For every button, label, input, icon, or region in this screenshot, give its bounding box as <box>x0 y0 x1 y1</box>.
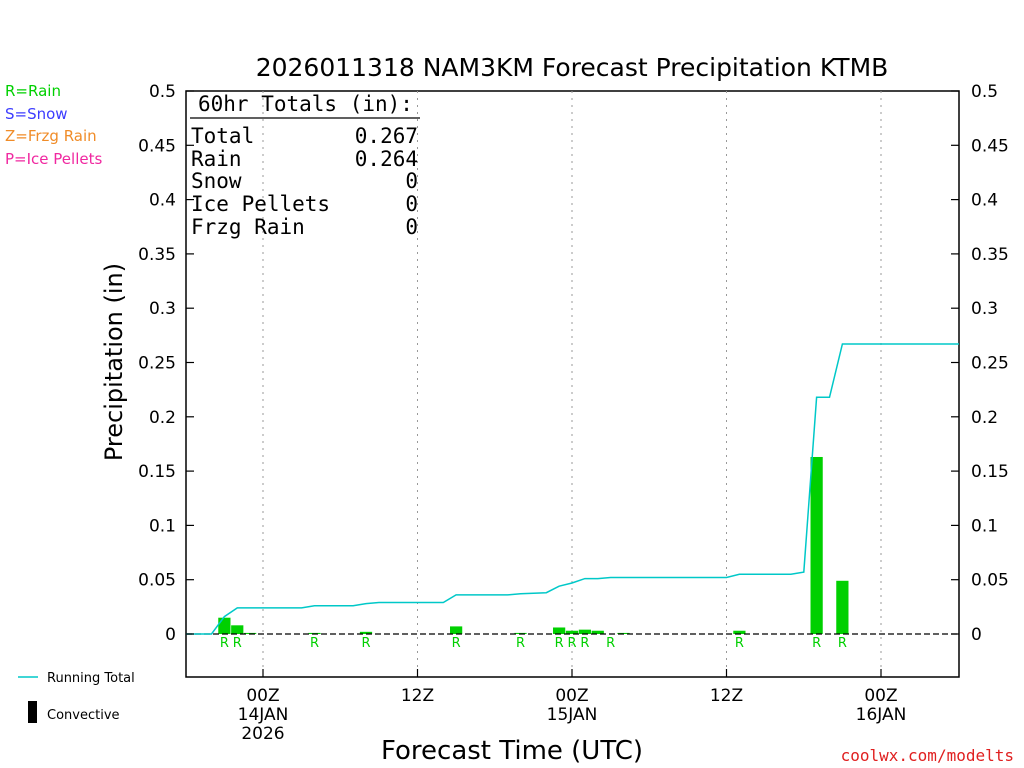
precip-bar <box>359 631 373 634</box>
x-tick-date: 16JAN <box>856 705 907 725</box>
y-axis-label: Precipitation (in) <box>100 263 128 461</box>
precip-bar <box>231 625 244 634</box>
precip-bars <box>218 456 849 634</box>
ptype-marker: R <box>735 636 744 651</box>
totals-label-total: Total <box>191 124 254 148</box>
y-axis-ticks: 0 00.05 0.050.1 0.10.15 0.150.2 0.20.25 0.250.… <box>138 82 1009 645</box>
x-tick-label: 12Z <box>401 686 434 706</box>
y-tick-label-right: 0.45 <box>971 136 1009 156</box>
totals-box: 60hr Totals (in): Total 0.267 Rain 0.264… <box>190 92 420 239</box>
x-tick-label: 12Z <box>710 686 743 706</box>
y-tick-label-right: 0.35 <box>971 245 1009 265</box>
totals-label-rain: Rain <box>191 147 242 171</box>
ptype-marker: R <box>516 636 525 651</box>
y-tick-label-left: 0 <box>165 625 176 645</box>
ptype-marker: R <box>567 636 576 651</box>
convective-legend-swatch <box>28 701 37 723</box>
totals-label-ice-pellets: Ice Pellets <box>191 192 330 216</box>
ptype-marker: R <box>361 636 370 651</box>
ptype-marker: R <box>580 636 589 651</box>
totals-value-total: 0.267 <box>355 124 418 148</box>
precip-bar <box>218 617 231 634</box>
totals-value-frzg-rain: 0 <box>405 215 418 239</box>
totals-label-frzg-rain: Frzg Rain <box>191 215 305 239</box>
ptype-marker: R <box>555 636 564 651</box>
y-tick-label-left: 0.4 <box>149 191 176 211</box>
grid-lines <box>262 91 882 677</box>
precip-bar <box>553 627 566 634</box>
y-tick-label-right: 0.05 <box>971 571 1009 591</box>
x-axis-label: Forecast Time (UTC) <box>381 736 643 766</box>
y-tick-label-left: 0.5 <box>149 82 176 102</box>
totals-value-rain: 0.264 <box>355 147 418 171</box>
x-tick-label: 00Z <box>246 686 279 706</box>
legend-rain: R=Rain <box>5 82 61 100</box>
y-tick-label-left: 0.25 <box>138 354 176 374</box>
x-tick-label: 00Z <box>864 686 897 706</box>
ptype-marker: R <box>812 636 821 651</box>
credit-text: coolwx.com/modelts <box>841 746 1014 765</box>
y-tick-label-right: 0.2 <box>971 408 998 428</box>
precip-bar <box>836 580 849 634</box>
ptype-marker: R <box>310 636 319 651</box>
legend-ice-pellets: P=Ice Pellets <box>5 150 102 168</box>
y-tick-label-left: 0.2 <box>149 408 176 428</box>
ptype-marker: R <box>838 636 847 651</box>
ptype-marker: R <box>452 636 461 651</box>
legend-frzg-rain: Z=Frzg Rain <box>5 127 97 145</box>
y-tick-label-left: 0.1 <box>149 516 176 536</box>
ptype-marker: R <box>606 636 615 651</box>
x-tick-date: 14JAN <box>238 705 289 725</box>
ptype-marker: R <box>220 636 229 651</box>
series-legend: Running Total Convective <box>18 671 135 723</box>
totals-label-snow: Snow <box>191 169 242 193</box>
precip-bar <box>565 630 579 634</box>
precip-bar <box>450 626 463 634</box>
y-tick-label-right: 0.3 <box>971 299 998 319</box>
running-total-line <box>186 343 959 635</box>
y-tick-label-right: 0.1 <box>971 516 998 536</box>
legend-snow: S=Snow <box>5 105 68 123</box>
y-tick-label-left: 0.15 <box>138 462 176 482</box>
totals-value-snow: 0 <box>405 169 418 193</box>
totals-header: 60hr Totals (in): <box>198 92 413 116</box>
y-tick-label-left: 0.05 <box>138 571 176 591</box>
chart-title: 2026011318 NAM3KM Forecast Precipitation… <box>256 53 889 82</box>
convective-legend-label: Convective <box>47 708 120 723</box>
precip-bar <box>578 629 591 634</box>
y-tick-label-left: 0.3 <box>149 299 176 319</box>
running-total-legend-label: Running Total <box>47 671 135 686</box>
totals-value-ice-pellets: 0 <box>405 192 418 216</box>
x-tick-date: 15JAN <box>547 705 598 725</box>
precip-bar <box>810 456 823 634</box>
ptype-legend: R=Rain S=Snow Z=Frzg Rain P=Ice Pellets <box>5 82 102 168</box>
precip-bar <box>733 630 746 634</box>
y-tick-label-right: 0.15 <box>971 462 1009 482</box>
y-tick-label-left: 0.35 <box>138 245 176 265</box>
y-tick-label-right: 0 <box>971 625 982 645</box>
y-tick-label-right: 0.25 <box>971 354 1009 374</box>
y-tick-label-left: 0.45 <box>138 136 176 156</box>
y-tick-label-right: 0.5 <box>971 82 998 102</box>
ptype-marker: R <box>233 636 242 651</box>
y-tick-label-right: 0.4 <box>971 191 998 211</box>
x-tick-year: 2026 <box>241 724 284 744</box>
x-tick-label: 00Z <box>555 686 588 706</box>
precip-bar <box>591 630 604 634</box>
